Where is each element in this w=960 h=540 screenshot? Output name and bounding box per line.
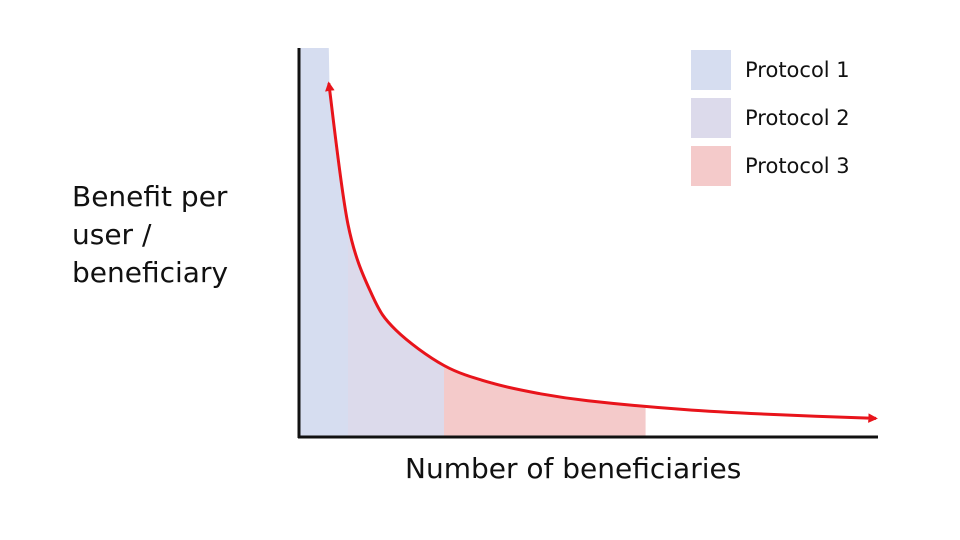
x-axis-label: Number of beneficiaries [405,452,742,485]
y-axis-label-line-1: Benefit per [72,180,228,213]
area-protocol-1 [300,48,348,436]
legend-label-3: Protocol 3 [745,154,850,178]
legend: Protocol 1 Protocol 2 Protocol 3 [691,50,850,186]
y-axis-label-line-2: user / [72,218,152,251]
benefit-curve [325,81,878,423]
legend-label-2: Protocol 2 [745,106,850,130]
y-axis-label: Benefit per user / beneficiary [72,178,228,292]
area-protocol-3 [444,365,646,436]
legend-swatch-1 [691,50,731,90]
y-axis-label-line-3: beneficiary [72,256,229,289]
legend-swatch-2 [691,98,731,138]
legend-swatch-3 [691,146,731,186]
legend-label-1: Protocol 1 [745,58,850,82]
